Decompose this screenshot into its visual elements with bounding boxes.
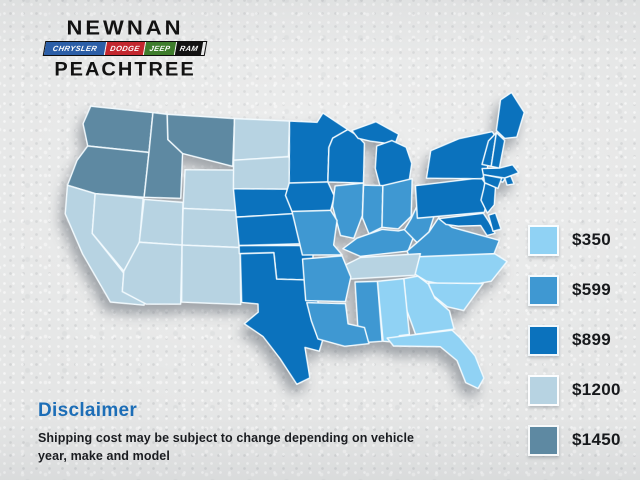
logo-name-top: NEWNAN bbox=[66, 16, 184, 40]
legend-label-899: $899 bbox=[572, 330, 612, 349]
legend-row-350: $350 bbox=[528, 224, 621, 256]
state-me bbox=[495, 91, 525, 140]
price-legend: $350 $599 $899 $1200 $1450 bbox=[528, 224, 621, 476]
legend-label-350: $350 bbox=[572, 230, 612, 249]
legend-swatch-1200 bbox=[528, 374, 559, 406]
disclaimer-text: Shipping cost may be subject to change d… bbox=[38, 431, 415, 464]
state-nd bbox=[232, 117, 291, 161]
state-nm bbox=[180, 244, 242, 306]
legend-swatch-1450 bbox=[528, 424, 559, 456]
state-mt bbox=[166, 113, 236, 168]
state-fl bbox=[386, 329, 485, 390]
state-al bbox=[376, 277, 411, 344]
state-co bbox=[181, 207, 243, 249]
state-ar bbox=[301, 255, 352, 303]
state-tn bbox=[344, 252, 422, 280]
usa-map-svg bbox=[64, 91, 525, 390]
state-ri bbox=[504, 175, 515, 186]
state-ct bbox=[482, 173, 503, 190]
disclaimer-block: Disclaimer Shipping cost may be subject … bbox=[38, 400, 433, 465]
state-sd bbox=[232, 155, 293, 190]
state-nc bbox=[404, 252, 508, 288]
state-ks bbox=[235, 212, 303, 247]
legend-label-599: $599 bbox=[572, 280, 612, 299]
brand-jeep: JEEP bbox=[143, 42, 178, 56]
legend-swatch-599 bbox=[528, 274, 559, 306]
state-ut bbox=[138, 198, 184, 246]
state-pa bbox=[414, 177, 491, 219]
legend-row-1450: $1450 bbox=[528, 424, 621, 456]
state-ga bbox=[403, 275, 455, 335]
legend-swatch-899 bbox=[528, 324, 559, 356]
legend-label-1450: $1450 bbox=[572, 430, 621, 449]
state-mi bbox=[374, 139, 413, 191]
disclaimer-title: Disclaimer bbox=[38, 400, 138, 421]
usa-choropleth-map bbox=[52, 79, 539, 410]
state-mo bbox=[291, 209, 343, 256]
brand-bar: CHRYSLER DODGE JEEP RAM bbox=[42, 41, 208, 57]
state-ia bbox=[284, 181, 336, 213]
state-md bbox=[438, 212, 496, 237]
legend-row-899: $899 bbox=[528, 324, 621, 356]
state-la bbox=[306, 301, 370, 348]
legend-row-1200: $1200 bbox=[528, 374, 621, 406]
logo-name-bottom: PEACHTREE bbox=[54, 59, 196, 81]
brand-ram: RAM bbox=[174, 42, 204, 56]
state-oh bbox=[381, 177, 413, 230]
legend-label-1200: $1200 bbox=[572, 380, 621, 399]
brand-dodge: DODGE bbox=[104, 42, 147, 56]
state-de bbox=[487, 212, 502, 233]
state-in bbox=[361, 184, 384, 235]
dealership-logo: NEWNAN CHRYSLER DODGE JEEP RAM PEACHTREE bbox=[40, 16, 210, 81]
state-il bbox=[331, 182, 365, 239]
legend-row-599: $599 bbox=[528, 274, 621, 306]
brand-chrysler: CHRYSLER bbox=[43, 42, 108, 56]
legend-swatch-350 bbox=[528, 224, 559, 256]
